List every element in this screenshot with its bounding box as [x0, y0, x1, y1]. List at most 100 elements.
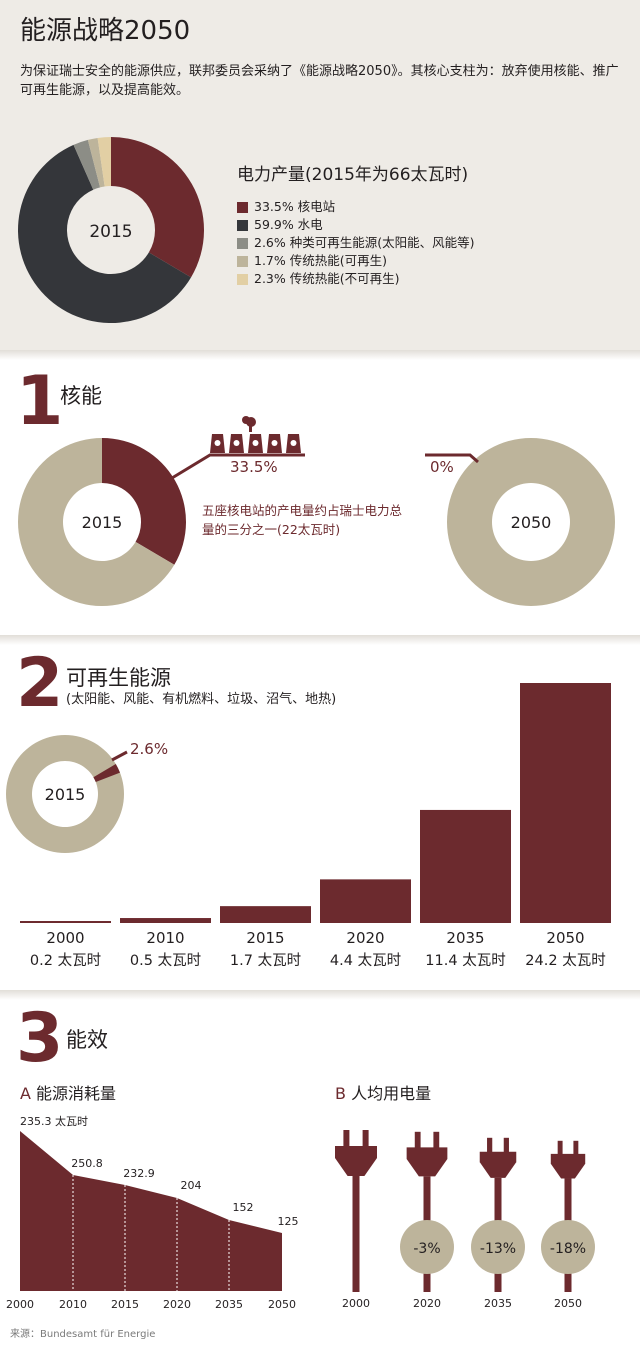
consumption-area-chart: 235.3 太瓦时 250.8 232.9 204 152 125 2000 2010 2015… — [6, 1115, 299, 1311]
plug-prong — [487, 1137, 493, 1154]
plug-prong — [343, 1130, 350, 1148]
change-label: -3% — [413, 1241, 440, 1257]
other-slice — [6, 735, 125, 853]
radiation-symbol — [271, 440, 278, 446]
value-label: 0.5 太瓦时 — [130, 952, 201, 969]
donut-slice — [111, 137, 205, 278]
legend-swatch — [237, 273, 248, 285]
legend-item-thermal-nonrenewable: 2.3% 传统热能(不可再生) — [237, 270, 474, 288]
overview-panel: 能源战略2050 为保证瑞士安全的能源供应，联邦委员会采纳了《能源战略2050》… — [0, 0, 640, 350]
year-label: 2035 — [215, 1298, 243, 1311]
legend-item-thermal-renewable: 1.7% 传统热能(可再生) — [237, 252, 474, 270]
category-label: 2035 — [446, 929, 484, 947]
section2-subtitle: (太阳能、风能、有机燃料、垃圾、沼气、地热) — [66, 692, 337, 707]
leader-line — [111, 750, 128, 762]
year-label: 2010 — [59, 1298, 87, 1311]
value-label: 204 — [181, 1179, 202, 1192]
nuclear-plant-icon — [229, 434, 244, 453]
value-label: 232.9 — [123, 1167, 155, 1180]
section2-number: 2 — [16, 644, 64, 723]
year-label: 2050 — [554, 1297, 582, 1310]
legend-label: 33.5% 核电站 — [254, 199, 336, 214]
bar — [320, 879, 411, 923]
steam-cloud-icon — [242, 416, 250, 424]
plug-icon: -18% — [541, 1140, 595, 1292]
legend-label: 59.9% 水电 — [254, 217, 323, 232]
donut-center-label: 2015 — [82, 513, 123, 532]
plug-prong — [362, 1130, 369, 1148]
bar — [220, 906, 311, 923]
change-label: -13% — [480, 1241, 516, 1257]
consumption-heading: A 能源消耗量 — [20, 1080, 116, 1104]
plug-icon: -13% — [471, 1137, 525, 1292]
category-label: 2050 — [546, 929, 584, 947]
plug-cable — [352, 1176, 360, 1292]
nuclear-plant-icon — [286, 434, 301, 453]
intro-text: 为保证瑞士安全的能源供应，联邦委员会采纳了《能源战略2050》。其核心支柱为：放… — [20, 64, 619, 98]
other-slice — [18, 438, 175, 606]
section3-number: 3 — [16, 999, 64, 1078]
plug-body — [406, 1147, 448, 1177]
donut-center-label: 2050 — [511, 513, 552, 532]
change-label: -18% — [550, 1241, 586, 1257]
section-divider — [0, 635, 640, 645]
radiation-symbol — [233, 440, 240, 446]
plug-prong — [557, 1140, 563, 1156]
legend-swatch — [237, 255, 248, 267]
value-label: 4.4 太瓦时 — [330, 952, 401, 969]
value-label: 235.3 太瓦时 — [20, 1115, 88, 1128]
plug-body — [479, 1151, 517, 1178]
percapita-title: 人均用电量 — [351, 1084, 432, 1103]
year-label: 2035 — [484, 1297, 512, 1310]
donut-slice — [73, 139, 101, 190]
value-label: 24.2 太瓦时 — [525, 952, 605, 969]
nuclear-2050-pct: 0% — [430, 458, 454, 476]
section-divider — [0, 990, 640, 1000]
nuclear-note: 五座核电站的产电量约占瑞士电力总量的三分之一(22太瓦时) — [202, 503, 403, 537]
value-label: 152 — [233, 1201, 254, 1214]
donut-slice — [87, 137, 105, 188]
renewable-bar-chart: 2000 0.2 太瓦时 2010 0.5 太瓦时 2015 1.7 太瓦时 2020 4.4… — [20, 683, 611, 969]
change-badge — [400, 1220, 454, 1274]
legend-item-nuclear: 33.5% 核电站 — [237, 198, 474, 216]
other-slice — [446, 438, 615, 606]
change-badge — [471, 1220, 525, 1274]
plug-prong — [433, 1131, 440, 1150]
bar — [520, 683, 611, 923]
nuclear-2015-pct: 33.5% — [230, 458, 278, 476]
nuclear-plant-icon — [267, 434, 282, 453]
section2-title: 可再生能源 — [66, 666, 171, 690]
section1-title: 核能 — [60, 384, 102, 408]
consumption-prefix: A — [20, 1084, 31, 1103]
legend-item-renewable: 2.6% 种类可再生能源(太阳能、风能等) — [237, 234, 474, 252]
section1-number: 1 — [16, 362, 64, 441]
category-label: 2000 — [46, 929, 84, 947]
bar — [420, 809, 511, 923]
bar — [20, 921, 111, 923]
legend-swatch — [237, 237, 248, 249]
nuclear-slice — [102, 438, 187, 565]
nuclear-plant-icon — [210, 434, 225, 453]
percapita-prefix: B — [335, 1084, 346, 1103]
radiation-symbol — [290, 440, 297, 446]
steam-stem — [249, 424, 252, 432]
consumption-area — [20, 1131, 282, 1291]
renewable-pct: 2.6% — [130, 740, 169, 758]
leader-line — [425, 453, 479, 464]
donut-center-label: 2015 — [45, 785, 86, 804]
year-label: 2050 — [268, 1298, 296, 1311]
value-label: 1.7 太瓦时 — [230, 952, 301, 969]
overview-donut-chart: 2015 — [18, 137, 205, 323]
bar — [120, 918, 211, 923]
nuclear-plant-icon — [248, 434, 263, 453]
radiation-symbol — [252, 440, 259, 446]
legend-swatch — [237, 201, 248, 213]
percapita-heading: B 人均用电量 — [335, 1080, 431, 1104]
year-label: 2000 — [6, 1298, 34, 1311]
overview-legend-title: 电力产量(2015年为66太瓦时) — [237, 165, 469, 185]
donut-slice — [18, 144, 192, 323]
overview-legend: 33.5% 核电站 59.9% 水电 2.6% 种类可再生能源(太阳能、风能等)… — [237, 198, 474, 288]
legend-label: 2.3% 传统热能(不可再生) — [254, 271, 400, 286]
category-label: 2010 — [146, 929, 184, 947]
year-label: 2020 — [413, 1297, 441, 1310]
